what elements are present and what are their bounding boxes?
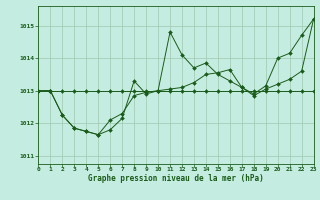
X-axis label: Graphe pression niveau de la mer (hPa): Graphe pression niveau de la mer (hPa) [88,174,264,183]
